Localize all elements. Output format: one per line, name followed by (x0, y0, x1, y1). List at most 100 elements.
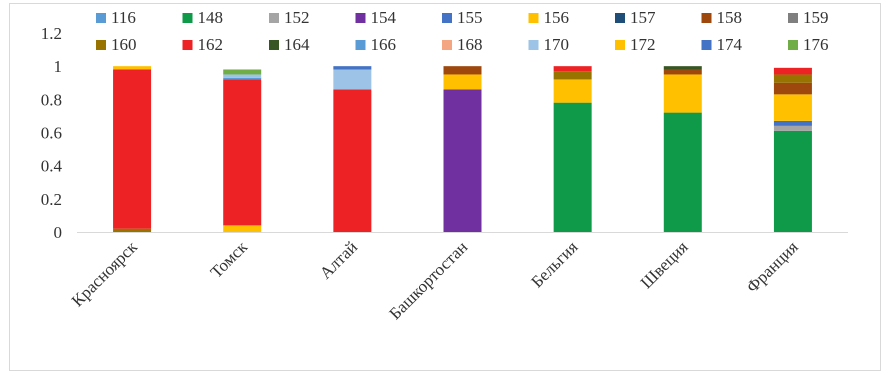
legend-swatch (701, 40, 712, 50)
legend-label: 160 (111, 35, 137, 54)
x-category-label: Алтай (316, 237, 361, 282)
legend-item: 170 (528, 35, 570, 54)
legend-label: 174 (717, 35, 743, 54)
bar-segment (663, 74, 702, 113)
bar-segment (773, 130, 812, 232)
bar-segment (443, 74, 482, 90)
legend-item: 156 (528, 8, 569, 27)
legend-item: 158 (701, 8, 743, 27)
legend-label: 159 (803, 8, 829, 27)
legend-swatch (701, 13, 712, 23)
legend-item: 154 (355, 8, 397, 27)
bar-stack (443, 66, 482, 232)
bar-segment (553, 102, 592, 233)
legend-item: 160 (96, 35, 137, 54)
bar-segment (443, 89, 482, 232)
bar-segment (663, 69, 702, 75)
legend-swatch (788, 13, 798, 23)
bar-segment (773, 82, 812, 95)
bar-stack (663, 66, 702, 232)
bar-segment (113, 228, 152, 232)
legend-swatch (182, 40, 193, 50)
y-tick-label: 1.2 (41, 24, 62, 43)
bar-segment (333, 69, 372, 90)
legend-swatch (269, 13, 279, 23)
bar-segment (333, 89, 372, 232)
y-tick-label: 0.4 (41, 157, 63, 176)
bar-segment (553, 71, 592, 80)
legend-swatch (182, 13, 193, 23)
legend-label: 152 (284, 8, 310, 27)
legend-label: 176 (803, 35, 829, 54)
legend-swatch (788, 40, 798, 50)
legend-swatch (269, 40, 279, 50)
bar-segment (223, 225, 262, 232)
bar-segment (223, 79, 262, 226)
legend-label: 170 (544, 35, 570, 54)
legend-item: 157 (615, 8, 656, 27)
legend-label: 155 (457, 8, 483, 27)
legend-swatch (442, 13, 452, 23)
bar-segment (223, 69, 262, 75)
bar-segment (333, 66, 372, 70)
y-tick-label: 0.8 (41, 90, 62, 109)
legend-item: 168 (442, 35, 483, 54)
legend-item: 159 (788, 8, 829, 27)
y-tick-label: 0.6 (41, 124, 62, 143)
x-category-label: Франция (743, 237, 802, 296)
legend-swatch (96, 40, 106, 50)
legend-label: 172 (630, 35, 656, 54)
y-tick-label: 1 (54, 57, 63, 76)
legend-swatch (355, 40, 366, 50)
y-tick-label: 0.2 (41, 190, 62, 209)
bar-segment (553, 79, 592, 103)
bar-stack (113, 66, 152, 232)
legend-swatch (528, 13, 539, 23)
legend-swatch (96, 13, 106, 23)
x-axis: Красноярск Томск Алтай Башкортостан Бельгия Ш… (68, 232, 848, 323)
legend-label: 157 (630, 8, 656, 27)
legend-item: 155 (442, 8, 483, 27)
bar-segment (773, 94, 812, 121)
x-category-label: Томск (207, 237, 252, 282)
legend-item: 116 (96, 8, 136, 27)
legend-item: 176 (788, 35, 829, 54)
bar-stack (333, 66, 372, 232)
legend-label: 162 (198, 35, 224, 54)
legend-label: 168 (457, 35, 483, 54)
bar-segment (553, 66, 592, 72)
legend-swatch (615, 13, 625, 23)
y-axis: 0 0.2 0.4 0.6 0.8 1 1.2 (41, 24, 63, 242)
legend-item: 162 (182, 35, 224, 54)
y-tick-label: 0 (54, 223, 63, 242)
legend-item: 152 (269, 8, 310, 27)
bar-segment (663, 112, 702, 232)
legend-label: 164 (284, 35, 310, 54)
bar-segment (443, 66, 482, 75)
bar-segment (113, 69, 152, 229)
bar-segment (223, 74, 262, 78)
legend-label: 116 (111, 8, 136, 27)
bar-segment (113, 66, 152, 70)
chart-frame (9, 3, 881, 371)
bar-segment (663, 66, 702, 70)
legend-label: 158 (717, 8, 743, 27)
x-category-label: Башкортостан (385, 237, 471, 323)
x-category-label: Швеция (637, 237, 692, 292)
legend-swatch (615, 40, 625, 50)
legend-swatch (442, 40, 452, 50)
legend: 116 148 152 154 155 156 157 158 159 160 162 164 166 1… (96, 8, 829, 54)
legend-label: 148 (198, 8, 224, 27)
legend-item: 172 (615, 35, 656, 54)
legend-item: 148 (182, 8, 224, 27)
legend-swatch (528, 40, 539, 50)
bar-segment (223, 77, 262, 80)
legend-item: 164 (269, 35, 310, 54)
bar-segment (773, 120, 812, 126)
legend-item: 166 (355, 35, 396, 54)
legend-swatch (355, 13, 366, 23)
bar-stack (223, 69, 262, 232)
legend-item: 174 (701, 35, 743, 54)
bar-segment (773, 74, 812, 83)
